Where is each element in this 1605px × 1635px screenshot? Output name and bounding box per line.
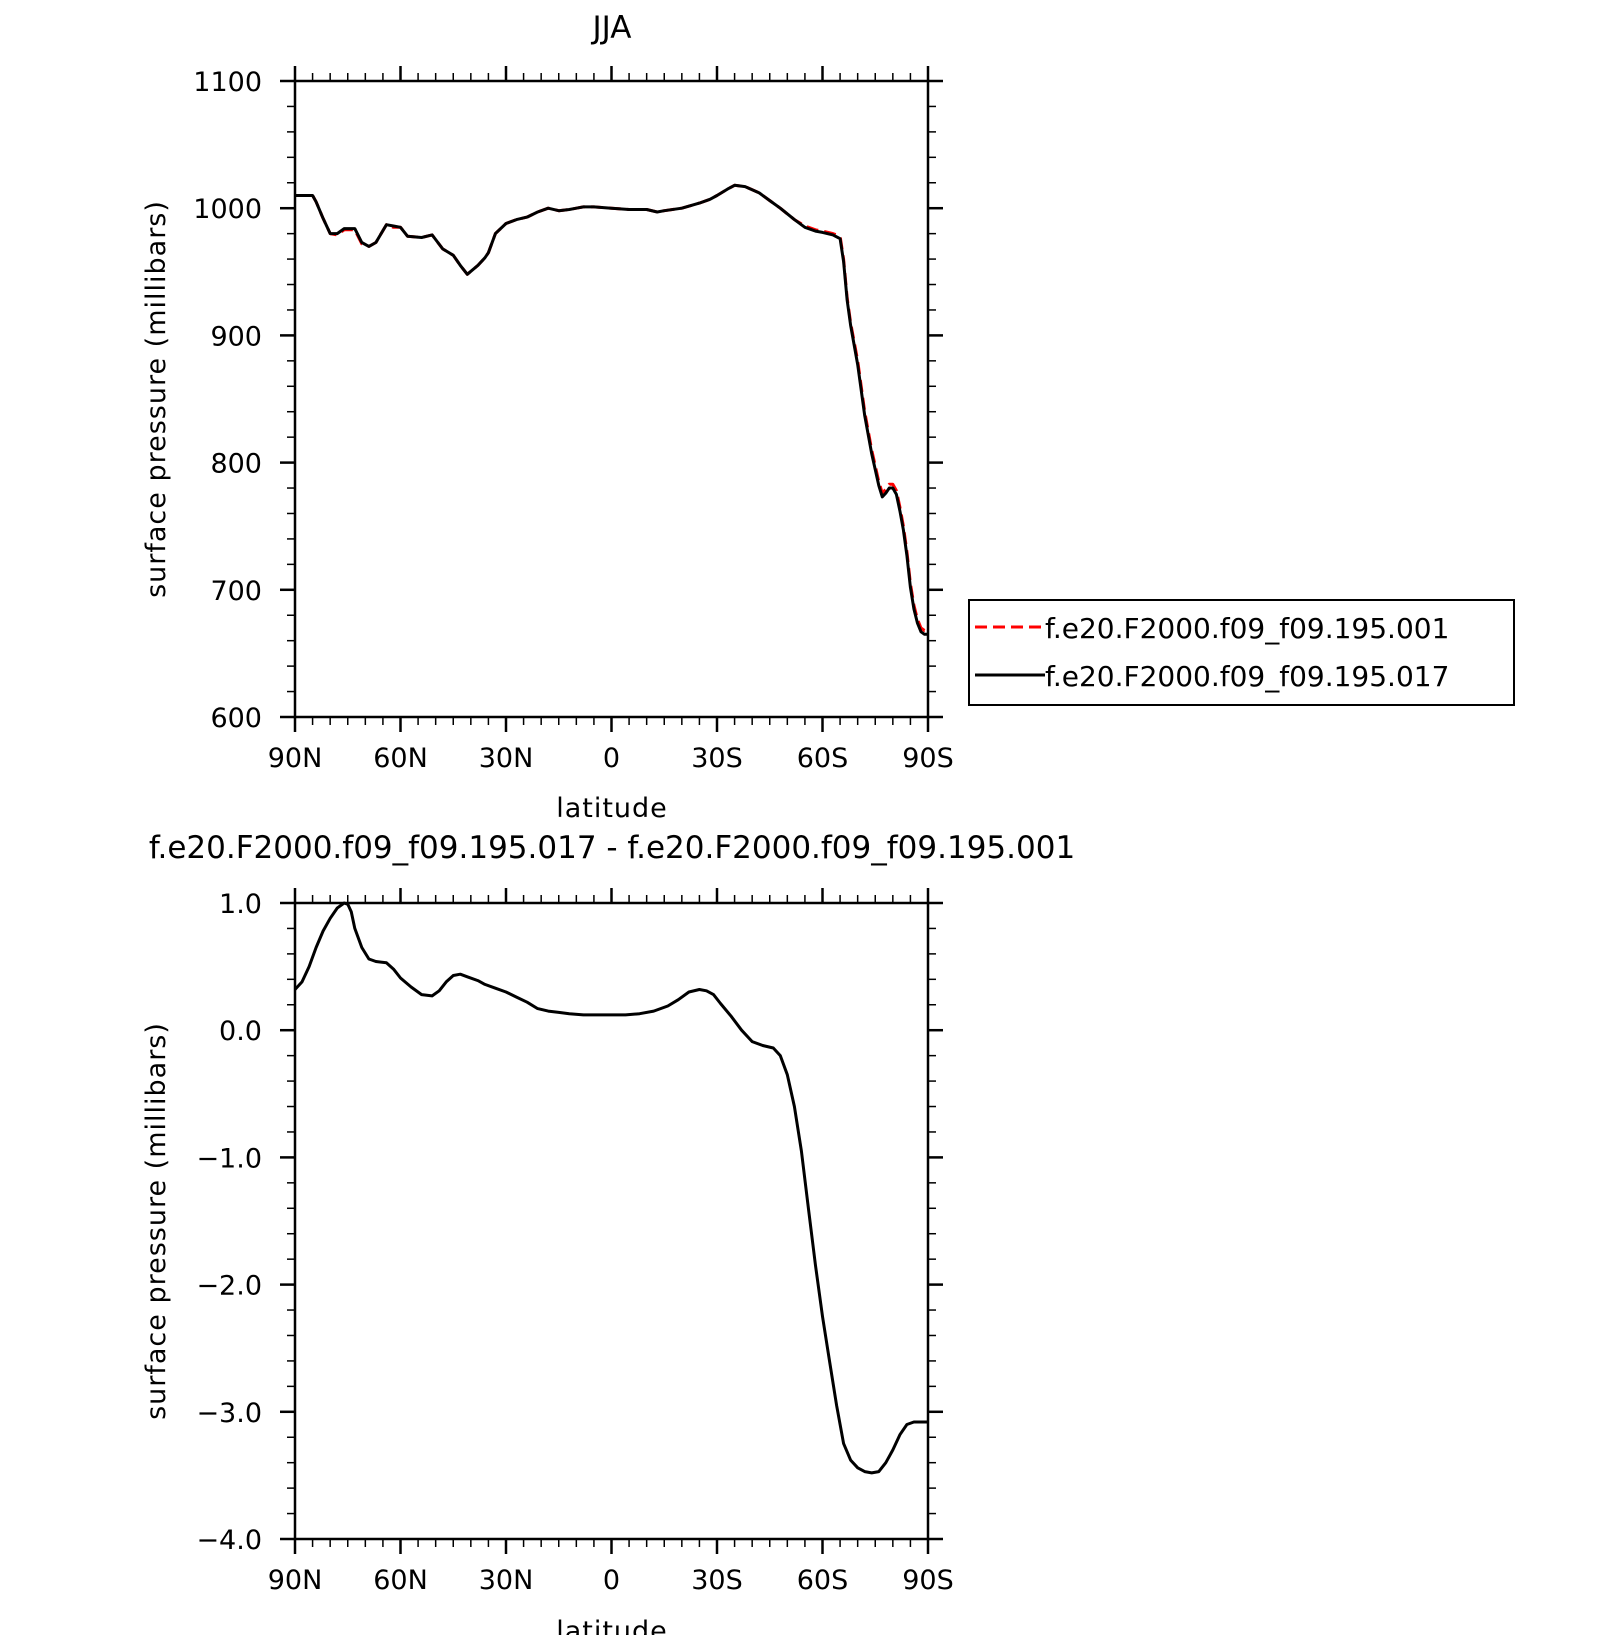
y-tick-label: 1.0	[219, 889, 262, 920]
difference-panel: f.e20.F2000.f09_f09.195.017 - f.e20.F200…	[141, 830, 1075, 1635]
plot-frame	[293, 901, 930, 1541]
y-axis-label: surface pressure (millibars)	[141, 1022, 172, 1420]
y-tick-label: −3.0	[196, 1398, 262, 1429]
x-tick-label: 90S	[902, 1565, 954, 1596]
x-tick-label: 30S	[691, 1565, 743, 1596]
x-tick-label: 30S	[691, 743, 743, 774]
y-tick-label: −2.0	[196, 1271, 262, 1302]
y-tick-label: 800	[210, 449, 262, 480]
y-tick-labels: 600 700 800 900 1000 1100	[193, 67, 262, 734]
x-tick-label: 90S	[902, 743, 954, 774]
y-tick-label: −4.0	[196, 1525, 262, 1556]
x-tick-label: 90N	[268, 1565, 323, 1596]
y-axis-label: surface pressure (millibars)	[141, 200, 172, 598]
series-lines	[295, 183, 928, 636]
x-tick-labels: 90N 60N 30N 0 30S 60S 90S	[268, 743, 954, 774]
y-tick-label: −1.0	[196, 1143, 262, 1174]
y-tick-label: 700	[210, 576, 262, 607]
x-tick-label: 60N	[373, 1565, 428, 1596]
y-tick-labels: −4.0 −3.0 −2.0 −1.0 0.0 1.0	[196, 889, 262, 1556]
y-tick-label: 600	[210, 703, 262, 734]
x-tick-label: 90N	[268, 743, 323, 774]
x-axis-label: latitude	[556, 1616, 668, 1635]
legend: f.e20.F2000.f09_f09.195.001 f.e20.F2000.…	[968, 599, 1515, 706]
x-axis-label: latitude	[556, 793, 668, 824]
x-tick-label: 30N	[479, 743, 534, 774]
x-tick-label: 0	[603, 743, 620, 774]
series-line-0	[293, 901, 928, 1475]
x-tick-label: 30N	[479, 1565, 534, 1596]
legend-label-017: f.e20.F2000.f09_f09.195.017	[1045, 660, 1449, 693]
chart-title: f.e20.F2000.f09_f09.195.017 - f.e20.F200…	[149, 830, 1075, 866]
chart-title: JJA	[591, 10, 632, 46]
axis-ticks	[280, 66, 943, 732]
y-tick-label: 1100	[193, 67, 262, 98]
y-tick-label: 0.0	[219, 1016, 262, 1047]
series-lines	[293, 901, 928, 1475]
y-tick-label: 1000	[193, 194, 262, 225]
x-tick-label: 60S	[797, 1565, 849, 1596]
plot-frame	[293, 79, 930, 719]
y-tick-label: 900	[210, 321, 262, 352]
pressure-panel: JJA 90N 60N 30N 0 30S 60S 90S 600 700 800 900 1000…	[141, 10, 1515, 824]
x-tick-labels: 90N 60N 30N 0 30S 60S 90S	[268, 1565, 954, 1596]
legend-box	[968, 599, 1515, 706]
x-tick-label: 60N	[373, 743, 428, 774]
x-tick-label: 60S	[797, 743, 849, 774]
x-tick-label: 0	[603, 1565, 620, 1596]
series-line-1	[295, 183, 928, 636]
axis-ticks	[280, 888, 943, 1554]
series-line-0	[295, 183, 928, 632]
legend-label-001: f.e20.F2000.f09_f09.195.001	[1045, 612, 1449, 645]
